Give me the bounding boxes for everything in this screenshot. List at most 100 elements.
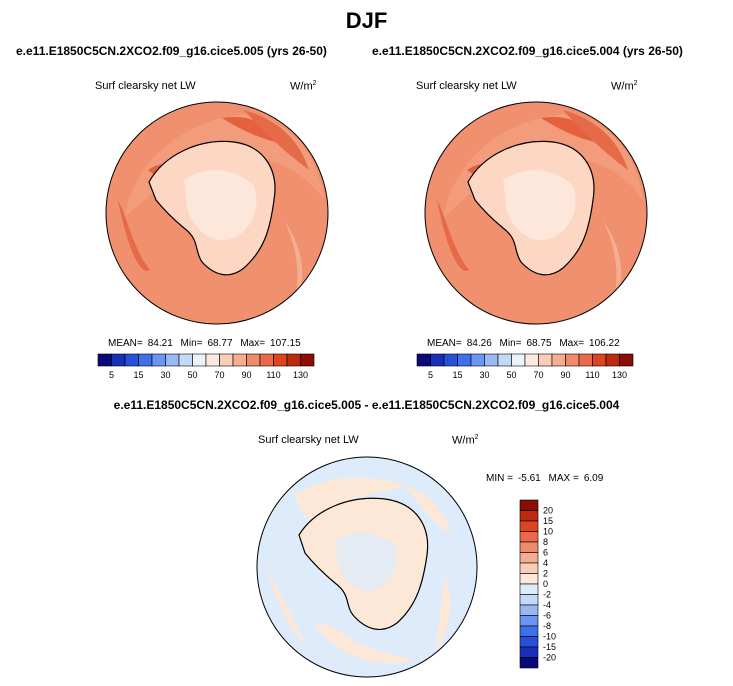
colorbar-box bbox=[519, 541, 539, 553]
panel-1-units: W/m2 bbox=[290, 80, 317, 93]
colorbar-box bbox=[246, 353, 261, 367]
colorbar-box bbox=[605, 353, 620, 367]
panel-2-title: e.e11.E1850C5CN.2XCO2.f09_g16.cice5.004 … bbox=[372, 44, 683, 58]
panel-2-map bbox=[424, 101, 648, 325]
colorbar-box bbox=[470, 353, 485, 367]
colorbar-box bbox=[519, 583, 539, 595]
colorbar-box bbox=[519, 657, 539, 669]
colorbar-tick-label: -4 bbox=[543, 600, 551, 610]
colorbar-box bbox=[484, 353, 499, 367]
panel-1-field bbox=[106, 102, 328, 324]
colorbar-box bbox=[111, 353, 126, 367]
difference-field bbox=[257, 457, 477, 677]
colorbar-box bbox=[524, 353, 539, 367]
colorbar-box bbox=[259, 353, 274, 367]
colorbar-tick-label: -8 bbox=[543, 621, 551, 631]
colorbar-box bbox=[519, 604, 539, 616]
colorbar-tick-label: 10 bbox=[543, 527, 553, 537]
colorbar-tick-label: 5 bbox=[109, 370, 114, 380]
colorbar-tick-label: 30 bbox=[479, 370, 489, 380]
colorbar-box bbox=[273, 353, 288, 367]
colorbar-box bbox=[538, 353, 553, 367]
colorbar-box bbox=[457, 353, 472, 367]
panel-2-colorbar: 5 15 30 50 70 90 110 130 bbox=[416, 353, 634, 380]
colorbar-box bbox=[511, 353, 526, 367]
colorbar-tick-label: 4 bbox=[543, 558, 548, 568]
panel-1-stats: MEAN= 84.21 Min= 68.77 Max= 107.15 bbox=[108, 338, 301, 349]
colorbar-tick-label: 8 bbox=[543, 537, 548, 547]
colorbar-tick-label: 130 bbox=[293, 370, 308, 380]
figure-title: DJF bbox=[345, 8, 388, 33]
colorbar-box bbox=[178, 353, 193, 367]
colorbar-tick-label: 90 bbox=[560, 370, 570, 380]
difference-map bbox=[256, 456, 478, 678]
panel-1-title: e.e11.E1850C5CN.2XCO2.f09_g16.cice5.005 … bbox=[16, 44, 327, 58]
colorbar-box bbox=[232, 353, 247, 367]
panel-2-variable: Surf clearsky net LW bbox=[416, 80, 517, 92]
difference-title: e.e11.E1850C5CN.2XCO2.f09_g16.cice5.005 … bbox=[113, 398, 620, 412]
colorbar-box bbox=[430, 353, 445, 367]
panel-2-stats: MEAN= 84.26 Min= 68.75 Max= 106.22 bbox=[427, 338, 620, 349]
colorbar-box bbox=[519, 573, 539, 585]
colorbar-box bbox=[519, 552, 539, 564]
colorbar-box bbox=[519, 625, 539, 637]
colorbar-box bbox=[519, 636, 539, 648]
colorbar-box bbox=[519, 531, 539, 543]
colorbar-tick-label: 15 bbox=[452, 370, 462, 380]
colorbar-tick-label: 5 bbox=[428, 370, 433, 380]
colorbar-box bbox=[519, 499, 539, 511]
colorbar-box bbox=[286, 353, 301, 367]
colorbar-tick-label: 15 bbox=[543, 516, 553, 526]
colorbar-box bbox=[205, 353, 220, 367]
colorbar-tick-label: 110 bbox=[266, 370, 280, 380]
colorbar-box bbox=[578, 353, 593, 367]
colorbar-tick-label: 20 bbox=[543, 506, 553, 516]
colorbar-tick-label: -2 bbox=[543, 590, 551, 600]
colorbar-tick-label: 30 bbox=[160, 370, 170, 380]
colorbar-box bbox=[519, 562, 539, 574]
colorbar-box bbox=[219, 353, 234, 367]
colorbar-box bbox=[124, 353, 139, 367]
colorbar-tick-label: 110 bbox=[585, 370, 599, 380]
colorbar-tick-label: 15 bbox=[133, 370, 143, 380]
colorbar-tick-label: -10 bbox=[543, 632, 556, 642]
colorbar-tick-label: 6 bbox=[543, 548, 548, 558]
colorbar-box bbox=[97, 353, 112, 367]
colorbar-box bbox=[138, 353, 153, 367]
difference-units: W/m2 bbox=[452, 434, 479, 447]
colorbar-box bbox=[519, 520, 539, 532]
colorbar-tick-label: -15 bbox=[543, 642, 556, 652]
colorbar-box bbox=[443, 353, 458, 367]
colorbar-box bbox=[551, 353, 566, 367]
colorbar-box bbox=[519, 594, 539, 606]
colorbar-box bbox=[565, 353, 580, 367]
colorbar-tick-label: -6 bbox=[543, 611, 551, 621]
colorbar-tick-label: 0 bbox=[543, 579, 548, 589]
panel-1-map bbox=[105, 101, 329, 325]
colorbar-box bbox=[300, 353, 315, 367]
colorbar-box bbox=[519, 646, 539, 658]
panel-1-colorbar: 5 15 30 50 70 90 110 130 bbox=[97, 353, 315, 380]
colorbar-box bbox=[151, 353, 166, 367]
panel-2-field bbox=[425, 102, 647, 324]
colorbar-tick-label: 70 bbox=[214, 370, 224, 380]
colorbar-box bbox=[165, 353, 180, 367]
colorbar-tick-label: -20 bbox=[543, 653, 556, 663]
difference-stats: MIN = -5.61 MAX = 6.09 bbox=[486, 473, 604, 484]
panel-2-units: W/m2 bbox=[611, 80, 638, 93]
colorbar-tick-label: 2 bbox=[543, 569, 548, 579]
panel-1-variable: Surf clearsky net LW bbox=[95, 80, 196, 92]
colorbar-box bbox=[416, 353, 431, 367]
difference-variable: Surf clearsky net LW bbox=[258, 434, 359, 446]
colorbar-box bbox=[619, 353, 634, 367]
colorbar-box bbox=[592, 353, 607, 367]
colorbar-box bbox=[519, 615, 539, 627]
colorbar-tick-label: 70 bbox=[533, 370, 543, 380]
colorbar-box bbox=[497, 353, 512, 367]
colorbar-tick-label: 130 bbox=[612, 370, 627, 380]
colorbar-tick-label: 50 bbox=[187, 370, 197, 380]
colorbar-tick-label: 90 bbox=[241, 370, 251, 380]
colorbar-tick-label: 50 bbox=[506, 370, 516, 380]
colorbar-box bbox=[519, 510, 539, 522]
